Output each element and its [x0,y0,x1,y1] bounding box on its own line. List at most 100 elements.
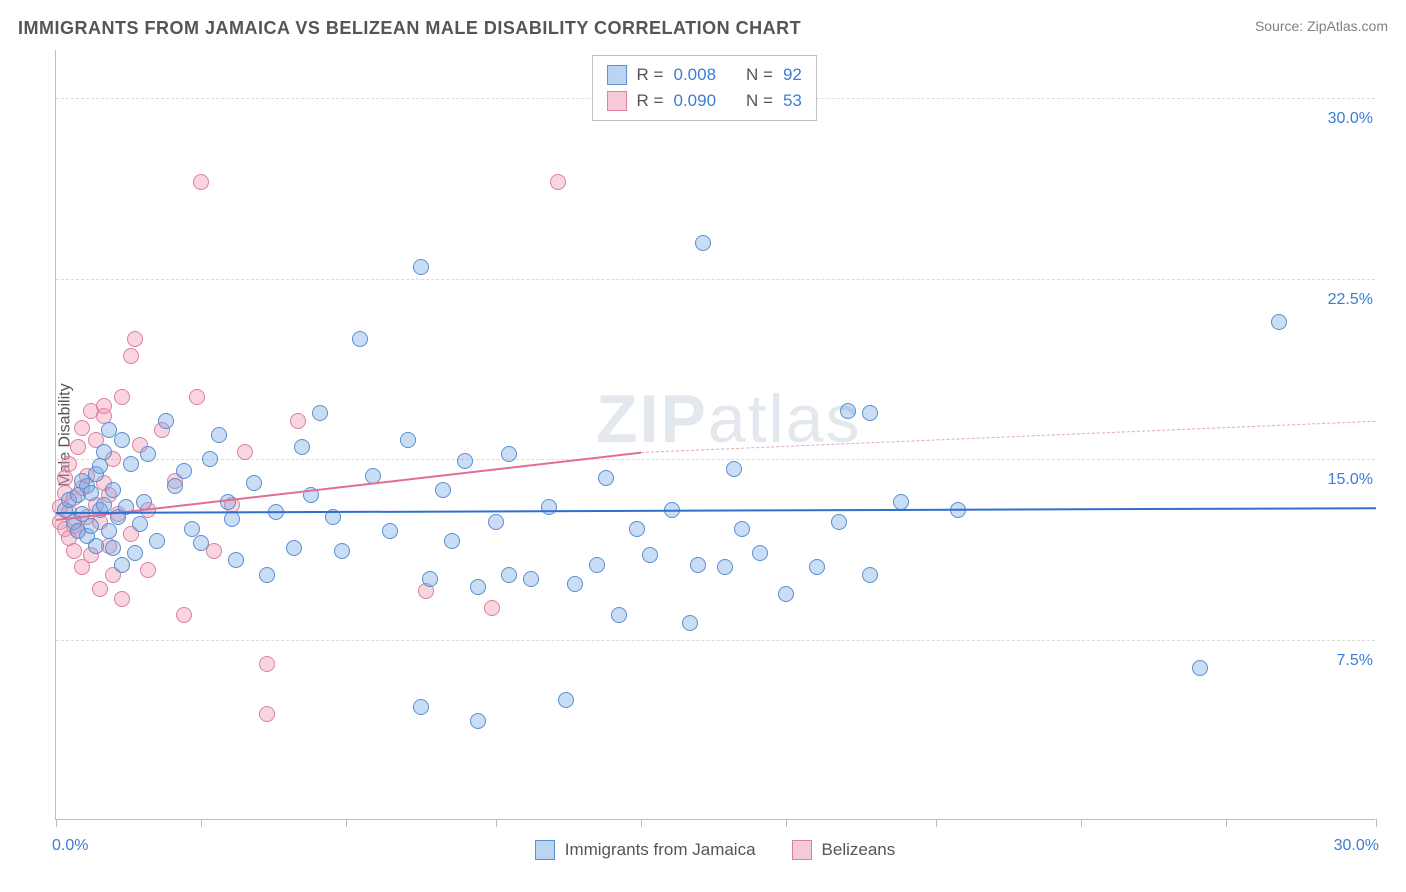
x-tick [56,819,57,827]
scatter-point-jamaica [83,485,99,501]
scatter-point-jamaica [158,413,174,429]
scatter-point-jamaica [501,446,517,462]
y-tick-label: 15.0% [1324,471,1377,489]
scatter-point-jamaica [132,516,148,532]
x-tick [936,819,937,827]
legend-r-label: R = [637,65,664,85]
scatter-point-jamaica [114,432,130,448]
scatter-point-jamaica [259,567,275,583]
trendline-belizeans-projected [641,421,1376,453]
y-tick-label: 22.5% [1324,291,1377,309]
scatter-point-jamaica [123,456,139,472]
scatter-point-jamaica [96,444,112,460]
scatter-point-jamaica [286,540,302,556]
scatter-point-jamaica [228,552,244,568]
gridline [56,459,1375,460]
scatter-point-belizeans [259,706,275,722]
legend-r-value: 0.090 [673,91,716,111]
scatter-point-jamaica [752,545,768,561]
scatter-point-jamaica [598,470,614,486]
scatter-point-belizeans [123,348,139,364]
legend-swatch [607,65,627,85]
legend-item: Immigrants from Jamaica [535,840,756,860]
x-tick [201,819,202,827]
scatter-point-belizeans [193,174,209,190]
scatter-point-jamaica [88,538,104,554]
scatter-point-belizeans [290,413,306,429]
watermark: ZIPatlas [596,380,861,458]
scatter-point-jamaica [413,699,429,715]
scatter-point-jamaica [202,451,218,467]
scatter-point-belizeans [550,174,566,190]
scatter-point-belizeans [127,331,143,347]
gridline [56,279,1375,280]
scatter-point-jamaica [96,497,112,513]
scatter-point-jamaica [105,540,121,556]
scatter-point-belizeans [140,562,156,578]
scatter-point-belizeans [96,398,112,414]
scatter-point-jamaica [114,557,130,573]
scatter-point-jamaica [488,514,504,530]
scatter-point-belizeans [114,389,130,405]
x-tick [346,819,347,827]
x-tick [496,819,497,827]
scatter-point-jamaica [726,461,742,477]
scatter-point-jamaica [127,545,143,561]
y-tick-label: 30.0% [1324,110,1377,128]
scatter-point-jamaica [435,482,451,498]
scatter-point-jamaica [831,514,847,530]
scatter-point-jamaica [149,533,165,549]
legend-n-value: 53 [783,91,802,111]
scatter-point-jamaica [83,518,99,534]
scatter-point-jamaica [312,405,328,421]
legend-swatch [535,840,555,860]
scatter-point-jamaica [734,521,750,537]
scatter-point-jamaica [1192,660,1208,676]
scatter-point-jamaica [1271,314,1287,330]
scatter-point-jamaica [220,494,236,510]
scatter-point-belizeans [70,439,86,455]
scatter-point-belizeans [74,420,90,436]
trendline-jamaica [56,507,1376,514]
scatter-point-jamaica [400,432,416,448]
chart-title: IMMIGRANTS FROM JAMAICA VS BELIZEAN MALE… [18,18,801,39]
scatter-point-jamaica [334,543,350,559]
scatter-point-jamaica [211,427,227,443]
scatter-point-jamaica [92,458,108,474]
scatter-point-jamaica [224,511,240,527]
scatter-point-jamaica [695,235,711,251]
legend-n-label: N = [746,91,773,111]
scatter-point-jamaica [457,453,473,469]
scatter-point-jamaica [422,571,438,587]
gridline [56,640,1375,641]
legend-n-value: 92 [783,65,802,85]
x-tick [1376,819,1377,827]
scatter-point-jamaica [184,521,200,537]
legend-correlation: R =0.008N =92R =0.090N =53 [592,55,817,121]
legend-label: Immigrants from Jamaica [565,840,756,860]
scatter-point-jamaica [193,535,209,551]
scatter-point-belizeans [259,656,275,672]
scatter-point-jamaica [567,576,583,592]
scatter-point-jamaica [501,567,517,583]
scatter-point-belizeans [66,543,82,559]
scatter-point-jamaica [682,615,698,631]
legend-n-label: N = [746,65,773,85]
legend-series: Immigrants from JamaicaBelizeans [55,840,1375,860]
scatter-point-jamaica [523,571,539,587]
scatter-point-belizeans [237,444,253,460]
scatter-point-belizeans [484,600,500,616]
scatter-point-jamaica [629,521,645,537]
scatter-point-jamaica [470,579,486,595]
y-tick-label: 7.5% [1333,652,1377,670]
scatter-point-jamaica [778,586,794,602]
scatter-point-jamaica [140,446,156,462]
scatter-point-belizeans [114,591,130,607]
scatter-point-jamaica [101,523,117,539]
scatter-point-jamaica [690,557,706,573]
legend-row: R =0.008N =92 [607,62,802,88]
x-tick [786,819,787,827]
scatter-point-jamaica [176,463,192,479]
x-tick [1226,819,1227,827]
scatter-point-jamaica [541,499,557,515]
